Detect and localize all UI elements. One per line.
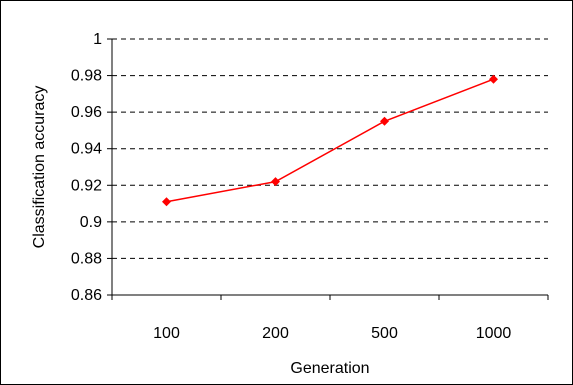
data-point-marker: [380, 116, 389, 126]
gridlines: [112, 38, 548, 259]
data-point-marker: [162, 197, 171, 207]
data-point-marker: [271, 177, 280, 187]
y-tick-label: 0.94: [71, 141, 102, 158]
y-axis-label: Classification accuracy: [31, 86, 48, 249]
series-group: [162, 74, 498, 207]
x-tick-label: 100: [153, 325, 180, 342]
x-tick-label: 500: [371, 325, 398, 342]
x-tick-label: 200: [262, 325, 289, 342]
data-point-marker: [489, 74, 498, 84]
y-tick-label: 0.9: [80, 214, 102, 231]
y-tick-label: 0.86: [71, 287, 102, 304]
y-tick-label: 0.92: [71, 177, 102, 194]
series-line: [166, 78, 494, 203]
x-tick-label: 1000: [476, 325, 512, 342]
y-tick-label: 0.98: [71, 68, 102, 85]
y-tick-label: 1: [93, 31, 102, 48]
y-axis-ticks: 0.86 0.88 0.9 0.92 0.94 0.96 0.98 1: [71, 31, 112, 304]
y-tick-label: 0.96: [71, 104, 102, 121]
x-axis-label: Generation: [290, 360, 369, 377]
y-tick-label: 0.88: [71, 250, 102, 267]
x-axis-ticks: 100 200 500 1000: [111, 295, 549, 342]
